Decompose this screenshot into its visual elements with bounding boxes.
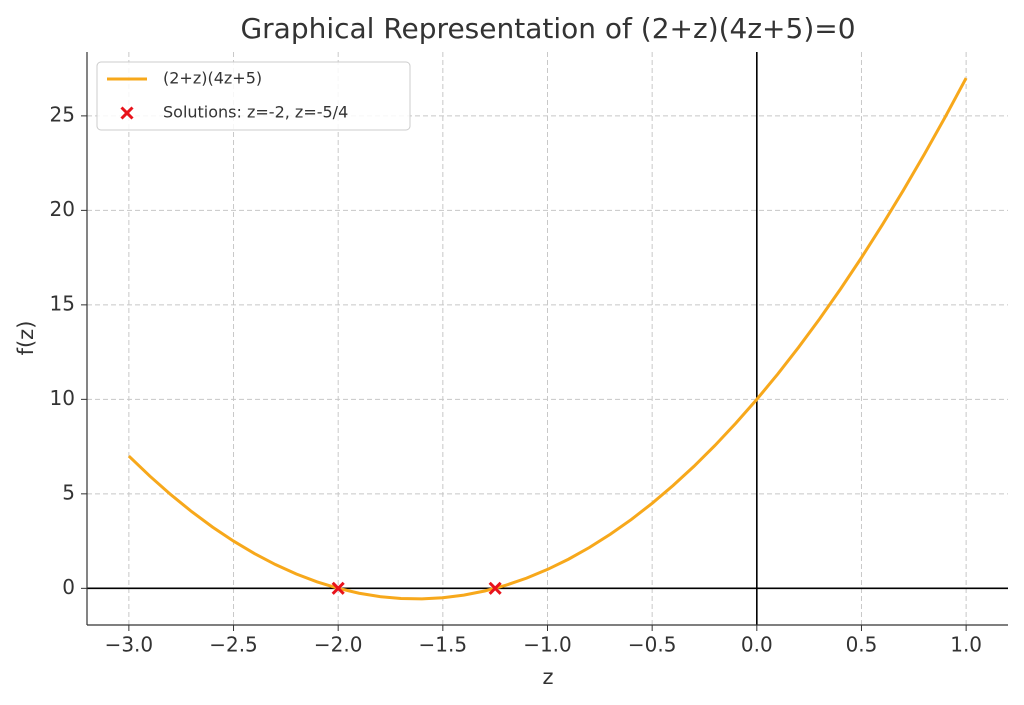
- legend-label: (2+z)(4z+5): [163, 69, 262, 88]
- x-tick-label: −3.0: [105, 633, 154, 657]
- x-tick-label: 0.0: [741, 633, 773, 657]
- x-tick-label: 0.5: [846, 633, 878, 657]
- x-tick-label: −1.0: [523, 633, 572, 657]
- solution-marker: [331, 581, 345, 595]
- legend: (2+z)(4z+5) Solutions: z=-2, z=-5/4: [96, 61, 411, 131]
- data-line: [127, 77, 968, 601]
- x-tick-label: −2.5: [209, 633, 258, 657]
- legend-box: [96, 61, 411, 131]
- x-tick-label: 1.0: [950, 633, 982, 657]
- y-tick-label: 15: [50, 291, 75, 315]
- x-tick-label: −1.5: [419, 633, 468, 657]
- legend-swatch: [120, 106, 134, 120]
- marker-stroke: [488, 581, 502, 595]
- x-tick-label: −0.5: [628, 633, 677, 657]
- y-tick-label: 20: [50, 197, 75, 221]
- x-axis-label: z: [542, 665, 553, 689]
- y-tick-label: 0: [62, 575, 75, 599]
- y-tick-label: 5: [62, 480, 75, 504]
- x-tick-label: −2.0: [314, 633, 363, 657]
- chart-title: Graphical Representation of (2+z)(4z+5)=…: [240, 12, 855, 45]
- y-axis-label: f(z): [14, 321, 38, 356]
- solution-marker: [488, 581, 502, 595]
- y-tick-label: 10: [50, 386, 75, 410]
- legend-label: Solutions: z=-2, z=-5/4: [163, 103, 348, 122]
- marker-stroke: [120, 106, 134, 120]
- y-tick-label: 25: [50, 102, 75, 126]
- marker-stroke: [331, 581, 345, 595]
